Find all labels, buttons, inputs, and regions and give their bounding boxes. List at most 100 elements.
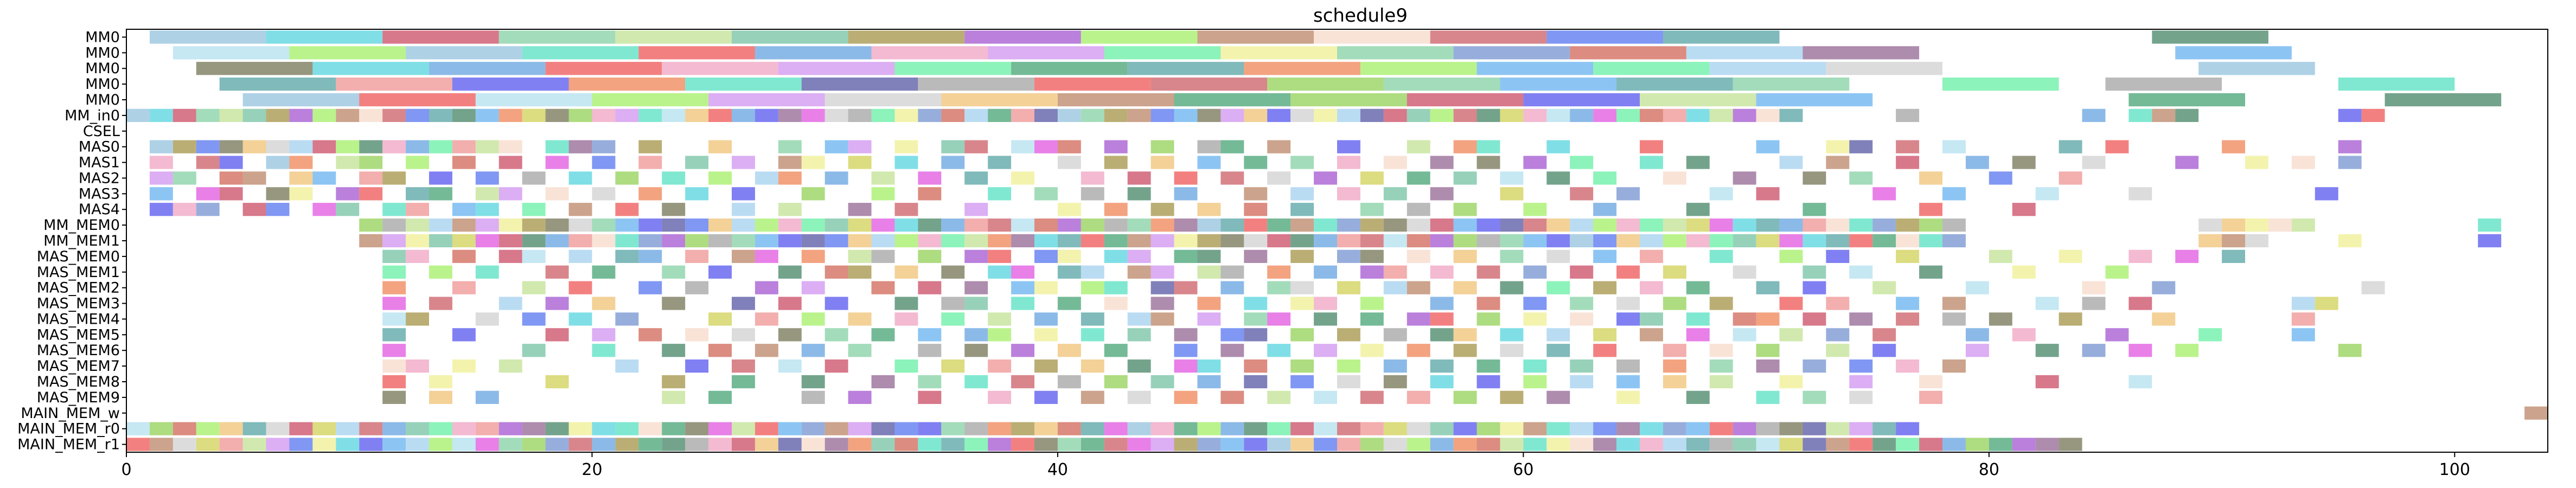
task-bar [894,203,918,216]
task-bar [1430,187,1454,201]
task-bar [1826,140,1850,153]
task-bar [1756,390,1780,404]
task-bar [1476,108,1500,123]
task-bar [475,234,499,248]
y-tick-label: MAIN_MEM_r1 [17,436,120,453]
task-bar [289,108,313,123]
task-bar [1337,218,1360,232]
task-bar [1430,30,1547,44]
task-bar [1104,218,1128,232]
task-bar [918,328,942,342]
task-bar [1709,249,1733,264]
task-bar [964,375,988,389]
task-bar [568,203,592,216]
task-bar [848,438,872,451]
task-bar [964,218,988,232]
task-bar [545,422,569,435]
task-bar [1686,328,1710,342]
bars-layer [126,30,2548,451]
task-bar [964,249,988,264]
task-bar [1430,328,1454,342]
task-bar [149,438,173,451]
task-bar [1616,375,1640,389]
task-bar [1570,218,1594,232]
task-bar [545,297,569,310]
task-bar [1965,328,1989,342]
task-bar [1872,234,1896,248]
task-bar [2338,140,2362,153]
task-bar [1919,234,1942,248]
task-bar [1407,281,1430,294]
task-bar [406,249,429,264]
task-bar [824,234,848,248]
task-bar [871,187,895,201]
task-bar [2315,187,2338,201]
task-bar [1896,156,1920,169]
task-bar [824,438,848,451]
task-bar [1011,108,1034,123]
task-bar [732,187,755,201]
x-tick-label: 80 [1979,460,1999,479]
task-bar [1802,171,1826,185]
task-bar [824,140,848,153]
task-bar [1150,375,1174,389]
task-bar [2315,297,2338,310]
task-bar [1383,187,1407,201]
task-bar [1057,344,1081,357]
task-bar [708,312,732,326]
task-bar [1709,438,1733,451]
task-bar [1756,312,1780,326]
task-bar [1057,249,1081,264]
task-bar [149,156,173,169]
task-bar [1570,359,1594,373]
task-bar [1081,265,1104,279]
task-bar [1616,359,1640,373]
task-bar [894,297,918,310]
task-bar [1546,108,1570,123]
task-bar [2105,140,2129,153]
task-bar [1150,297,1174,310]
task-bar [918,344,942,357]
task-bar [1640,438,1663,451]
task-bar [1104,344,1128,357]
task-bar [196,422,220,435]
task-bar [1011,281,1034,294]
task-bar [1430,375,1454,389]
task-bar [755,234,778,248]
task-bar [406,108,429,123]
task-bar [1034,218,1058,232]
x-tick-label: 40 [1047,460,1068,479]
task-bar [1570,312,1594,326]
task-bar [685,249,709,264]
x-tick-label: 60 [1513,460,1533,479]
task-bar [801,156,825,169]
task-bar [708,390,732,404]
task-bar [1430,312,1454,326]
y-tick-label: MAIN_MEM_r0 [17,421,120,438]
task-bar [2175,46,2292,60]
task-bar [615,30,732,44]
task-bar [988,312,1012,326]
task-bar [708,265,732,279]
task-bar [1244,218,1268,232]
task-bar [871,249,895,264]
task-bar [406,422,429,435]
task-bar [685,187,709,201]
task-bar [988,187,1012,201]
task-bar [941,218,965,232]
task-bar [1127,171,1151,185]
task-bar [1407,249,1430,264]
task-bar [1383,281,1407,294]
task-bar [2128,375,2152,389]
chart-title: schedule9 [1313,5,1408,27]
task-bar [475,265,499,279]
task-bar [1360,234,1384,248]
task-bar [918,438,942,451]
task-bar [848,218,872,232]
task-bar [1150,422,1174,435]
task-bar [871,422,895,435]
task-bar [2012,156,2036,169]
task-bar [1407,203,1430,216]
task-bar [1523,93,1640,107]
task-bar [1267,171,1291,185]
